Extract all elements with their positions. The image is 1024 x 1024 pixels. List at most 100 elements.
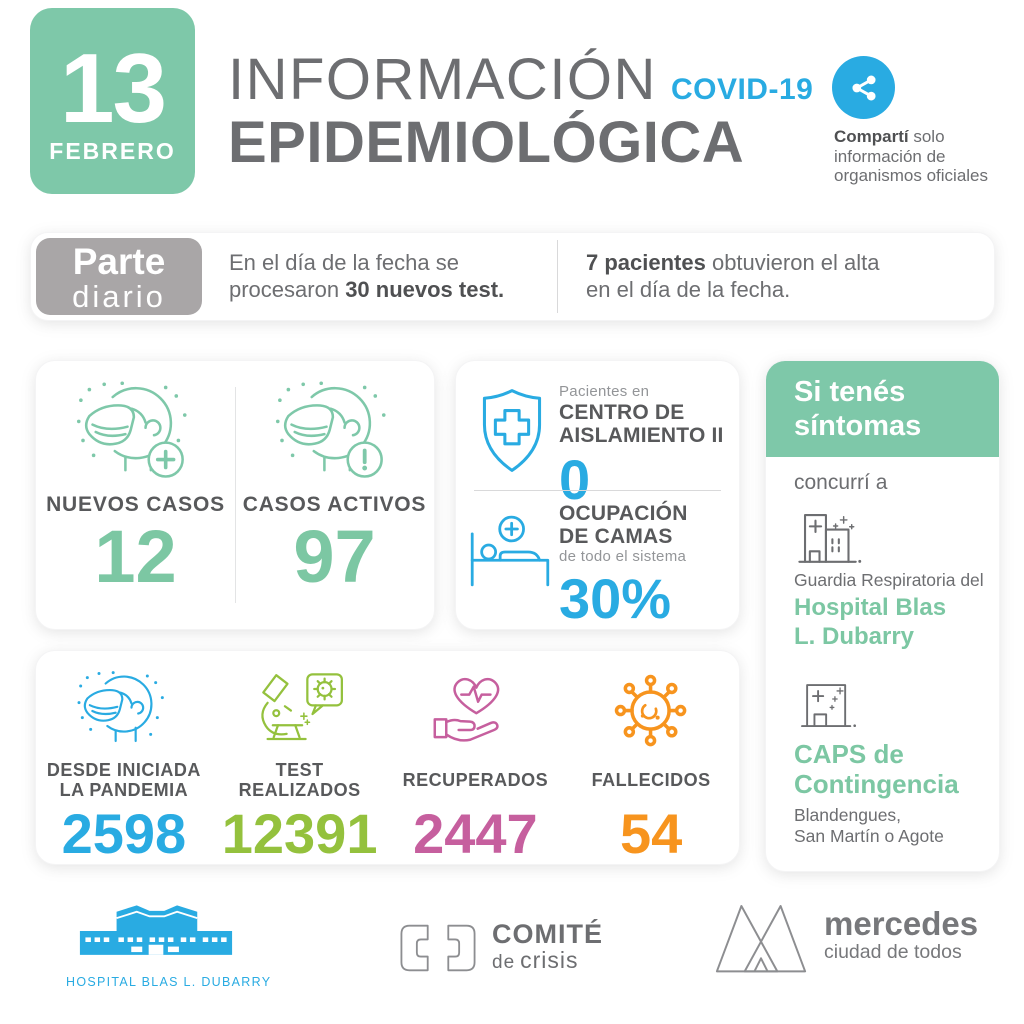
deaths-value: 54: [619, 802, 683, 865]
tests-note-pre: procesaron: [229, 276, 346, 302]
tests-note-line2: procesaron 30 nuevos test.: [229, 277, 504, 304]
title-epidemiologica: EPIDEMIOLÓGICA: [228, 110, 745, 175]
comite-logo-icon: [400, 924, 476, 971]
title-covid19: COVID-19: [670, 73, 814, 106]
share-note-line3: organismos oficiales: [834, 166, 989, 185]
deaths-label-line1: FALLECIDOS: [591, 769, 711, 790]
new-cases-block: NUEVOS CASOS 12: [36, 361, 235, 629]
recovered-label: RECUPERADOS: [403, 757, 549, 803]
tests-total-label: TEST REALIZADOS: [239, 757, 361, 803]
tests-total-label-line2: REALIZADOS: [238, 780, 361, 800]
beds-title-line2: DE CAMAS: [559, 525, 673, 548]
symptoms-intro: concurrí a: [794, 471, 888, 494]
date-month: FEBRERO: [49, 138, 176, 164]
isolation-title-line1: CENTRO DE: [559, 401, 685, 424]
caps-address: Blandengues, San Martín o Agote: [794, 805, 944, 847]
title-informacion: INFORMACIÓN: [228, 47, 657, 112]
hospital-name: Hospital Blas L. Dubarry: [794, 593, 946, 651]
share-glyph: [851, 75, 876, 100]
caps-name: CAPS de Contingencia: [794, 739, 959, 799]
beds-kicker: de todo el sistema: [559, 548, 687, 565]
share-icon: [832, 56, 895, 119]
virus-icon: [609, 665, 693, 757]
tests-total-value: 12391: [221, 802, 378, 865]
hospital-logo-building: [79, 905, 233, 955]
caps-name-line2: Contingencia: [794, 769, 959, 799]
caps-name-line1: CAPS de: [794, 739, 904, 769]
active-cases-label: CASOS ACTIVOS: [242, 493, 427, 516]
divider: [474, 490, 721, 491]
parte-label-bold: Parte: [72, 241, 166, 282]
active-cases-value: 97: [293, 515, 376, 598]
share-note-bold: Compartí: [834, 127, 909, 146]
mercedes-name: mercedes: [824, 904, 979, 942]
alta-note-line1: 7 pacientes obtuvieron el alta: [586, 250, 880, 277]
beds-value: 30%: [559, 567, 672, 630]
tests-note-bold: 30 nuevos test.: [345, 276, 505, 302]
alta-note-bold: 7 pacientes: [586, 250, 706, 275]
masked-face-icon: [74, 665, 174, 757]
guardia-label: Guardia Respiratoria del: [794, 570, 984, 590]
title-line1: INFORMACIÓN COVID-19: [228, 48, 813, 112]
new-cases-label: NUEVOS CASOS: [46, 493, 225, 516]
alta-note: 7 pacientes obtuvieron el alta en el día…: [586, 233, 880, 320]
symptoms-header: Si tenés síntomas: [766, 361, 999, 457]
hospital-name-line1: Hospital Blas: [794, 594, 947, 621]
hospital-logo-text: HOSPITAL BLAS L. DUBARRY: [66, 975, 272, 989]
comite-subtitle-de: de: [492, 952, 516, 973]
symptoms-title-line2: síntomas: [794, 410, 922, 442]
divider: [557, 240, 558, 313]
cases-card: NUEVOS CASOS 12: [35, 360, 435, 630]
mercedes-text: mercedes ciudad de todos: [824, 904, 979, 964]
comite-subtitle: de crisis: [492, 948, 603, 975]
alta-note-line2: en el día de la fecha.: [586, 276, 791, 302]
active-cases-block: CASOS ACTIVOS 97: [235, 361, 434, 629]
recovered-label-line1: RECUPERADOS: [402, 769, 549, 790]
pandemic-total-value: 2598: [61, 802, 187, 865]
tests-note-line1: En el día de la fecha se: [229, 250, 459, 275]
symptoms-panel: Si tenés síntomas concurrí a Guardia Res…: [765, 360, 1000, 872]
date-day: 13: [59, 33, 167, 143]
mercedes-logo: mercedes ciudad de todos: [712, 896, 978, 974]
deaths-block: FALLECIDOS 54: [563, 651, 739, 864]
isolation-title-line2: AISLAMIENTO II: [559, 424, 724, 447]
mercedes-tagline: ciudad de todos: [824, 940, 962, 963]
recovered-block: RECUPERADOS 2447: [388, 651, 564, 864]
share-note-line1: Compartí solo: [834, 127, 988, 147]
symptoms-title-line1: Si tenés: [794, 376, 906, 408]
bed-plus-icon: [470, 515, 550, 587]
new-cases-value: 12: [94, 515, 177, 598]
isolation-kicker: Pacientes en: [559, 383, 650, 400]
microscope-virus-icon: [250, 665, 350, 757]
pandemic-total-label-line1: DESDE INICIADA: [46, 759, 201, 780]
comite-text: COMITÉ de crisis: [492, 920, 603, 975]
caps-building-icon: [801, 684, 856, 728]
beds-block: OCUPACIÓN DE CAMAS de todo el sistema 30…: [559, 502, 688, 628]
share-note: Compartí solo información de organismos …: [834, 127, 988, 186]
pandemic-total-label: DESDE INICIADA LA PANDEMIA: [47, 757, 201, 803]
caps-address-line2: San Martín o Agote: [794, 826, 944, 846]
shield-cross-icon: [482, 389, 542, 472]
mercedes-logo-icon: [715, 905, 807, 973]
heart-hand-icon: [424, 665, 526, 757]
masked-face-alert-icon: [275, 381, 386, 478]
hospital-name-line2: L. Dubarry: [794, 623, 915, 650]
caps-address-line1: Blandengues,: [794, 805, 902, 825]
isolation-value: 0: [559, 448, 591, 511]
hospital-logo: HOSPITAL BLAS L. DUBARRY: [66, 898, 272, 989]
parte-diario-bar: Parte diario En el día de la fecha se pr…: [30, 232, 995, 321]
comite-subtitle-crisis: crisis: [520, 947, 579, 973]
comite-title: COMITÉ: [492, 919, 603, 949]
pandemic-total-block: DESDE INICIADA LA PANDEMIA 2598: [36, 651, 212, 864]
tests-note: En el día de la fecha se procesaron 30 n…: [229, 233, 504, 320]
deaths-label: FALLECIDOS: [592, 757, 711, 803]
share-note-line2: información de: [834, 146, 946, 166]
tests-total-label-line1: TEST: [275, 759, 324, 780]
page-title: INFORMACIÓN COVID-19 EPIDEMIOLÓGICA: [228, 48, 813, 174]
hospital-building-icon: [798, 514, 862, 563]
pandemic-total-label-line2: LA PANDEMIA: [59, 780, 189, 800]
totals-card: DESDE INICIADA LA PANDEMIA 2598: [35, 650, 740, 865]
parte-diario-badge: Parte diario: [36, 238, 202, 315]
date-badge: 13 FEBRERO: [30, 8, 195, 194]
